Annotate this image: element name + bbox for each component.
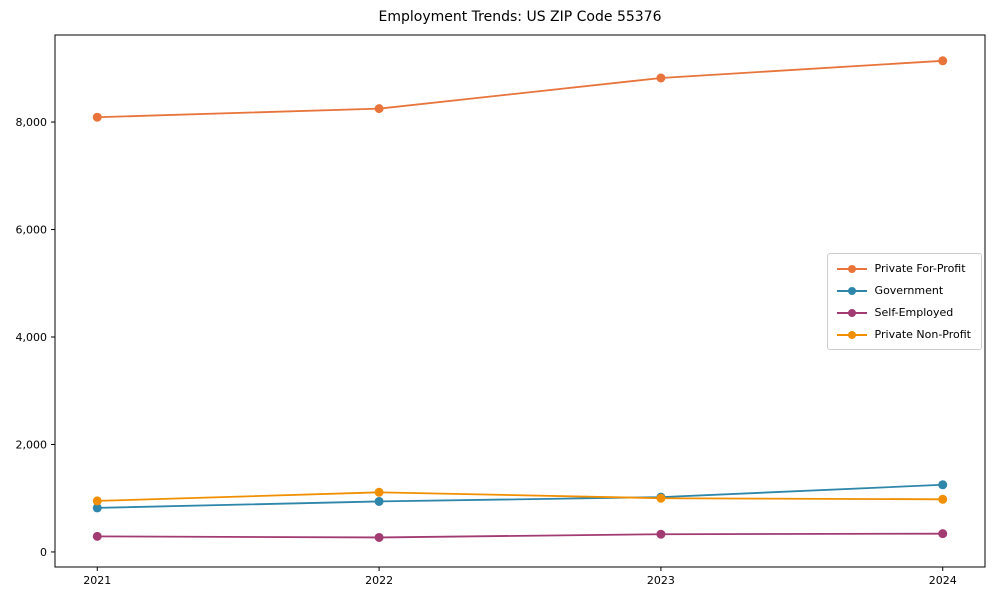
data-point <box>656 73 666 83</box>
legend-item: Private Non-Profit <box>836 327 971 342</box>
y-tick-label: 4,000 <box>16 331 48 344</box>
data-point <box>374 104 384 114</box>
chart-title: Employment Trends: US ZIP Code 55376 <box>378 9 662 25</box>
legend-marker-icon <box>836 330 867 340</box>
data-point <box>656 493 666 503</box>
data-point <box>374 487 384 497</box>
legend-marker-icon <box>836 264 867 274</box>
data-point <box>92 112 102 122</box>
legend-label: Private For-Profit <box>874 262 966 275</box>
series-line <box>97 483 943 509</box>
data-point <box>938 494 948 504</box>
legend-label: Private Non-Profit <box>874 328 971 341</box>
series-line <box>97 532 943 539</box>
legend-item: Government <box>836 283 971 298</box>
x-tick-label: 2022 <box>365 574 393 587</box>
y-tick-label: 6,000 <box>16 224 48 237</box>
data-point <box>92 496 102 506</box>
series-line <box>97 491 943 502</box>
y-tick-label: 0 <box>40 546 47 559</box>
data-point <box>938 56 948 66</box>
legend-label: Self-Employed <box>874 306 954 319</box>
x-tick-label: 2021 <box>83 574 111 587</box>
legend-item: Private For-Profit <box>836 261 971 276</box>
data-point <box>92 503 102 513</box>
series-line <box>97 59 943 119</box>
legend-label: Government <box>874 284 944 297</box>
y-tick-label: 8,000 <box>16 116 48 129</box>
data-point <box>938 529 948 539</box>
axes-border <box>54 34 986 568</box>
legend-item: Self-Employed <box>836 305 971 320</box>
x-tick-label: 2023 <box>647 574 675 587</box>
legend: Private For-Profit Government Self-Employe… <box>826 253 982 350</box>
data-point <box>374 496 384 506</box>
legend-marker-icon <box>836 308 867 318</box>
y-tick-label: 2,000 <box>16 438 48 451</box>
data-point <box>92 531 102 541</box>
data-point <box>938 480 948 490</box>
data-point <box>656 529 666 539</box>
x-tick-label: 2024 <box>929 574 957 587</box>
legend-marker-icon <box>836 286 867 296</box>
data-point <box>374 532 384 542</box>
